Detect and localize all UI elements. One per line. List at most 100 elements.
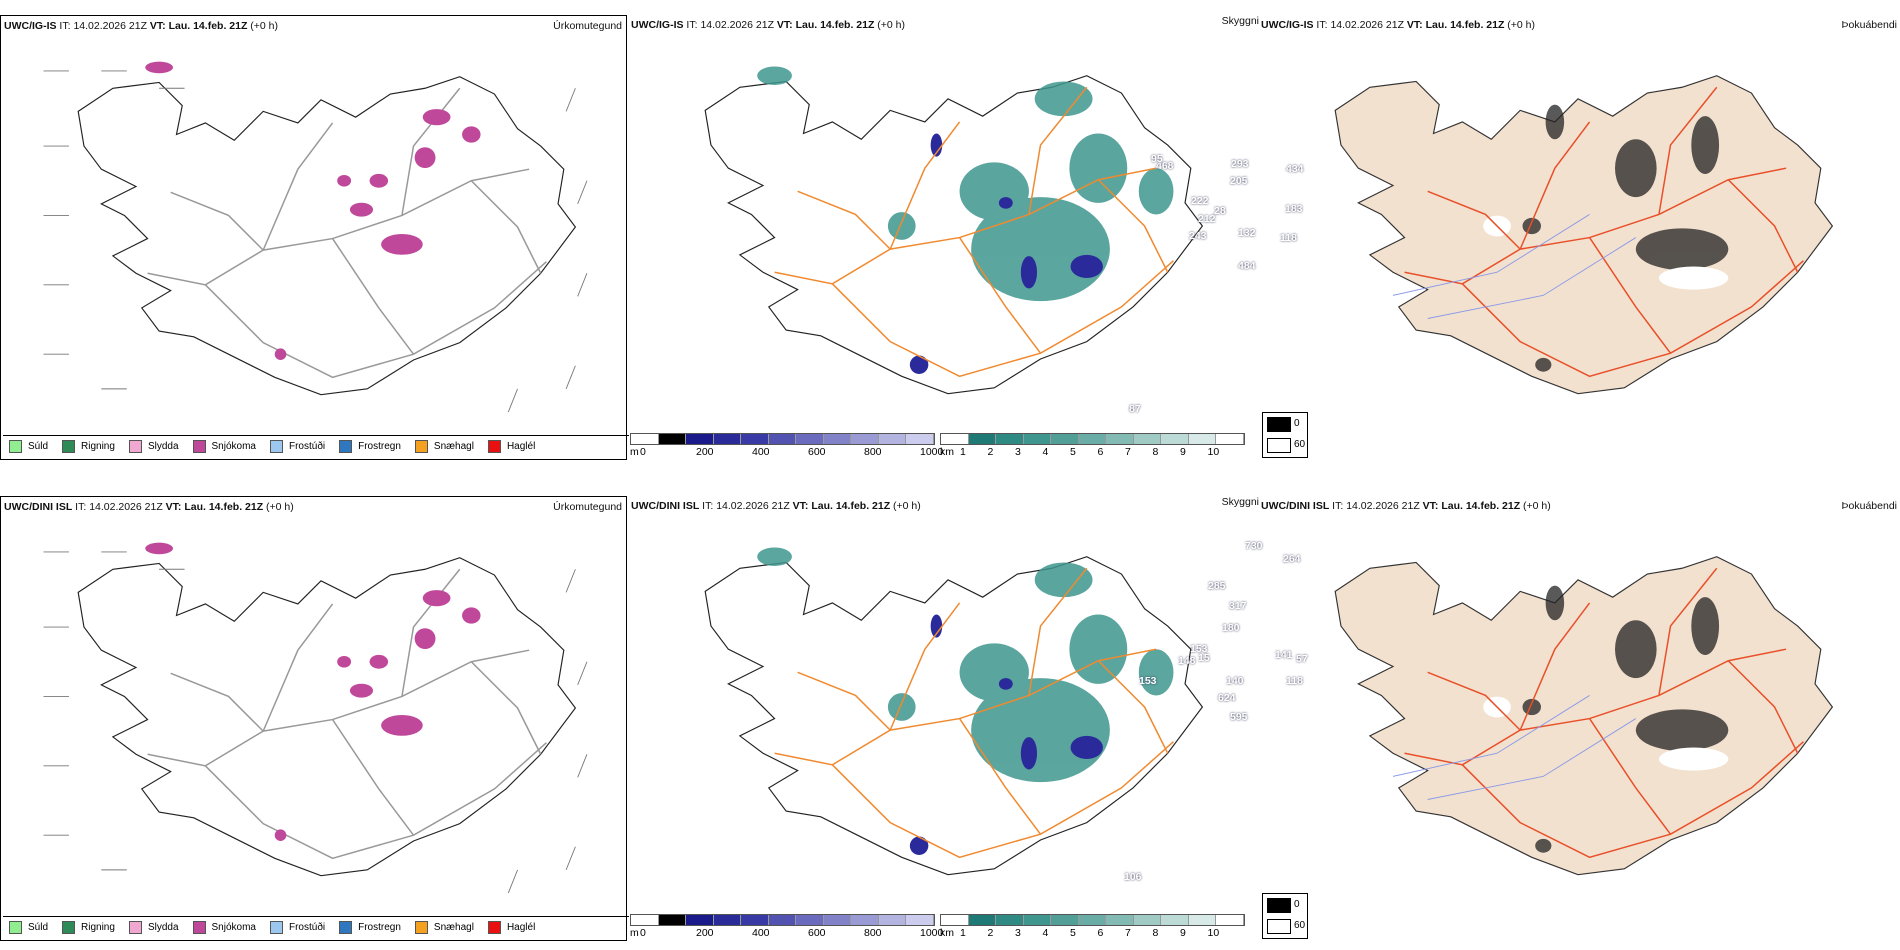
panel-type-label: Úrkomutegund: [553, 20, 622, 32]
legend-swatch: [62, 439, 76, 453]
title-vt-label: VT:: [1422, 500, 1439, 512]
cloud-base-color-cell: [878, 915, 907, 925]
legend-swatch: [62, 920, 76, 934]
legend-swatch: [487, 439, 501, 453]
visibility-color-cell: [1161, 434, 1189, 444]
cloud-base-tick: 0: [640, 927, 646, 939]
legend-swatch: [269, 920, 283, 934]
visibility-color-cell: [996, 434, 1024, 444]
cloud-base-unit: m: [630, 927, 639, 939]
visibility-tick: 10: [1207, 927, 1220, 939]
visibility-color-cell: [1051, 915, 1079, 925]
cloud-base-color-cell: [796, 434, 824, 444]
visibility-color-cell: [1133, 915, 1162, 925]
legend-item: Frostúði: [269, 439, 325, 453]
cloud-base-color-cell: [823, 434, 852, 444]
cloud-base-label: 243: [1189, 230, 1207, 242]
panel-title: UWC/DINI ISL IT: 14.02.2026 21Z VT: Lau.…: [4, 501, 294, 513]
fog-legend-label: 0: [1294, 899, 1300, 910]
legend-label: Rigning: [81, 921, 115, 933]
legend-item: Súld: [9, 920, 49, 934]
visibility-color-cell: [1188, 434, 1217, 444]
legend-label: Slydda: [147, 440, 179, 452]
precip-type-map: [43, 542, 588, 893]
precip-type-panel: UWC/IG-IS IT: 14.02.2026 21Z VT: Lau. 14…: [0, 15, 629, 460]
cloud-base-color-cell: [741, 434, 769, 444]
legend-label: Súld: [28, 440, 49, 452]
title-it-label: IT:: [75, 501, 87, 513]
cloud-base-color-cell: [878, 434, 907, 444]
legend-swatch: [9, 439, 22, 453]
cloud-base-color-cell: [631, 915, 659, 925]
precip-type-legend: Súld Rigning Slydda Snjókoma Frostúði Frostre…: [3, 435, 629, 456]
cloud-base-color-cell: [741, 915, 769, 925]
cloud-base-tick: 400: [752, 927, 770, 939]
legend-swatch: [9, 920, 22, 934]
legend-label: Frostregn: [358, 921, 401, 933]
title-it-label: IT:: [59, 20, 71, 32]
title-lead: (+0 h): [266, 501, 294, 513]
visibility-tick: 6: [1097, 446, 1104, 458]
visibility-color-cell: [1106, 915, 1134, 925]
title-vt-value: Lau. 14.feb. 21Z: [811, 500, 891, 512]
visibility-tick: 7: [1125, 446, 1131, 458]
cloud-base-label: 15: [1198, 652, 1210, 664]
title-vt-label: VT:: [792, 500, 809, 512]
title-vt-label: VT:: [165, 501, 182, 513]
cloud-base-label: 222: [1191, 195, 1209, 207]
cloud-base-tick: 800: [864, 927, 882, 939]
visibility-tick: 3: [1015, 446, 1021, 458]
legend-item: Rigning: [62, 920, 115, 934]
cloud-base-label: 484: [1238, 260, 1256, 272]
legend-label: Haglél: [506, 440, 536, 452]
cloud-base-color-cell: [713, 434, 742, 444]
panel-type-label: Þokuábendi: [1841, 500, 1897, 512]
legend-swatch: [414, 439, 428, 453]
legend-label: Súld: [28, 921, 49, 933]
snow-areas: [145, 542, 481, 841]
title-vt-value: Lau. 14.feb. 21Z: [1441, 500, 1521, 512]
legend-item: Haglél: [487, 920, 535, 934]
legend-item: Slydda: [128, 439, 179, 453]
cloud-base-tick: 800: [864, 446, 882, 458]
visibility-tick: 5: [1070, 927, 1076, 939]
cloud-base-label: 153: [1190, 643, 1208, 655]
fog-map: [1334, 556, 1833, 876]
cloud-base-tick: 600: [808, 446, 826, 458]
title-it-value: 14.02.2026 21Z: [1330, 19, 1404, 31]
visibility-tick: 4: [1042, 446, 1049, 458]
title-model: UWC/DINI ISL: [4, 501, 73, 513]
title-vt-value: Lau. 14.feb. 21Z: [168, 20, 248, 32]
panel-type-label: Skyggni: [1221, 496, 1259, 508]
cloud-base-label: 153: [1139, 675, 1157, 687]
panel-title: UWC/IG-IS IT: 14.02.2026 21Z VT: Lau. 14…: [631, 19, 905, 31]
cloud-base-color-cell: [631, 434, 659, 444]
legend-label: Frostregn: [358, 440, 401, 452]
legend-item: Snjókoma: [192, 920, 256, 934]
wind-barbs: [43, 70, 588, 412]
visibility-color-cell: [1161, 915, 1189, 925]
visibility-color-cell: [1188, 915, 1217, 925]
visibility-tick: 4: [1042, 927, 1049, 939]
visibility-color-cell: [1051, 434, 1079, 444]
cloud-base-label: 595: [1230, 711, 1248, 723]
cloud-base-label: 106: [1124, 871, 1142, 883]
cloud-base-label: 28: [1214, 205, 1226, 217]
visibility-unit: km: [940, 446, 954, 458]
visibility-tick: 6: [1097, 927, 1104, 939]
fog-panel: UWC/IG-IS IT: 14.02.2026 21Z VT: Lau. 14…: [1258, 15, 1897, 460]
visibility-panel: UWC/IG-IS IT: 14.02.2026 21Z VT: Lau. 14…: [628, 15, 1304, 460]
visibility-tick: 3: [1015, 927, 1021, 939]
cloud-base-label: 212: [1198, 213, 1216, 225]
visibility-map: [704, 547, 1203, 876]
title-it-label: IT:: [1316, 19, 1328, 31]
visibility-map: [704, 66, 1203, 395]
legend-item: Snæhagl: [414, 439, 474, 453]
cloud-base-label: 140: [1226, 675, 1244, 687]
cloud-base-label: 468: [1156, 160, 1174, 172]
title-model: UWC/IG-IS: [4, 20, 57, 32]
title-model: UWC/IG-IS: [631, 19, 684, 31]
legend-label: Snjókoma: [211, 440, 256, 452]
legend-swatch: [414, 920, 428, 934]
cloud-base-label: 118: [1280, 232, 1297, 244]
